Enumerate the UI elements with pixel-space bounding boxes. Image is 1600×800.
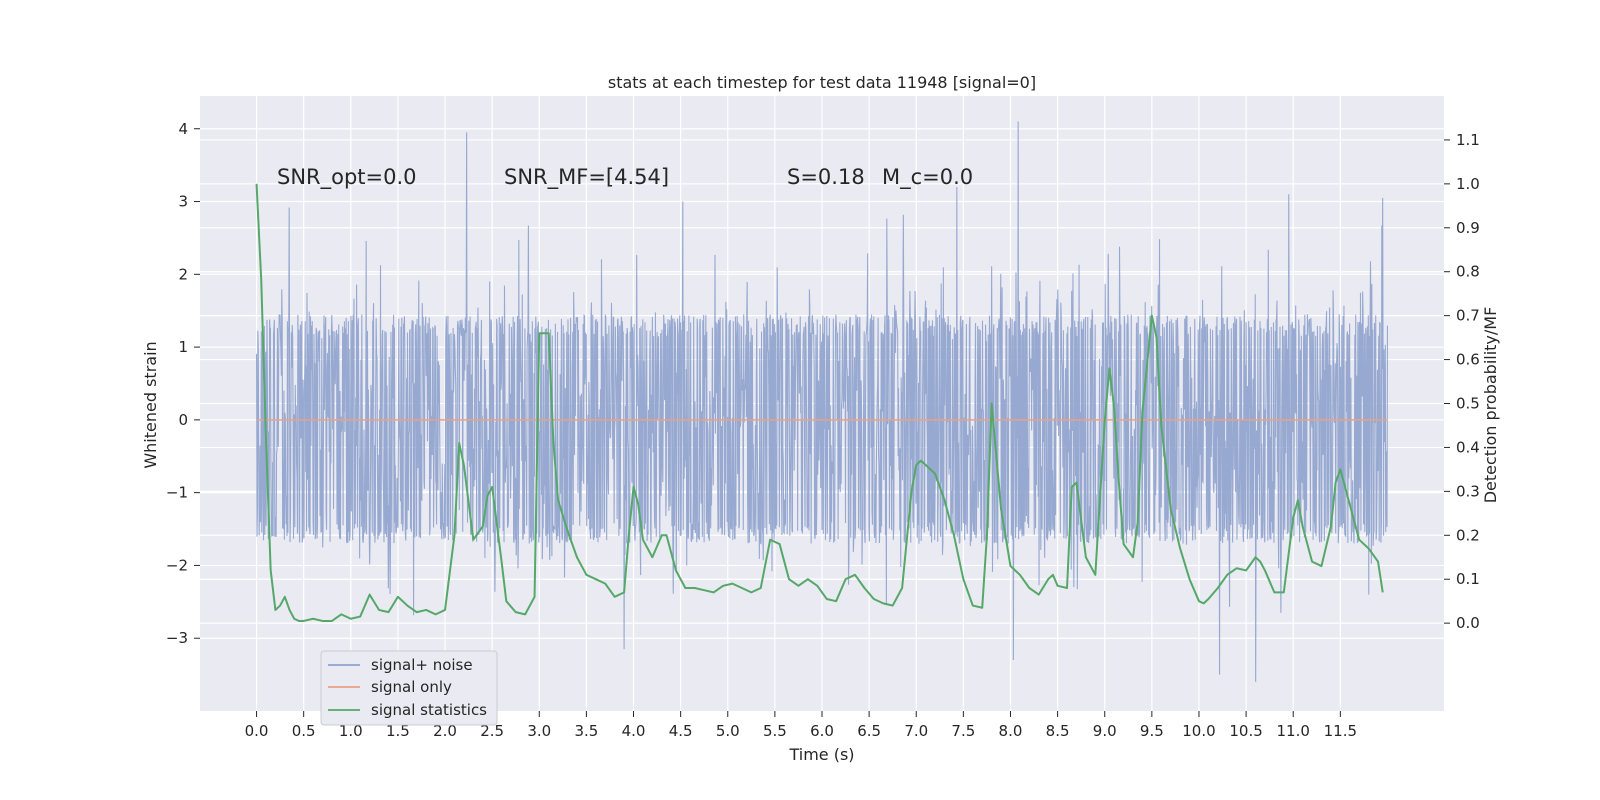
x-tick-label: 4.5 xyxy=(669,722,693,740)
right-tick-label: 0.9 xyxy=(1456,219,1480,237)
legend-label-signal-noise: signal+ noise xyxy=(371,656,473,674)
x-axis-label: Time (s) xyxy=(788,745,854,764)
right-tick-label: 0.1 xyxy=(1456,570,1480,588)
x-tick-label: 6.5 xyxy=(857,722,881,740)
series-signal-statistics xyxy=(255,183,1384,622)
right-tick-label: 0.2 xyxy=(1456,526,1480,544)
left-tick-label: 4 xyxy=(178,120,188,138)
right-tick-label: 0.8 xyxy=(1456,263,1480,281)
x-tick-label: 2.5 xyxy=(480,722,504,740)
left-tick-label: 2 xyxy=(178,265,188,283)
noise-trace xyxy=(256,121,1388,682)
x-axis-ticks: 0.0 0.5 1.0 1.5 2.0 2.5 3.0 3.5 4.0 4.5 5.0 5.5 6.0 6… xyxy=(245,711,1357,740)
x-tick-label: 1.5 xyxy=(386,722,410,740)
annotation-mc: M_c=0.0 xyxy=(882,165,973,190)
x-tick-label: 8.5 xyxy=(1046,722,1070,740)
right-tick-label: 0.7 xyxy=(1456,307,1480,325)
legend: signal+ noise signal only signal statist… xyxy=(320,650,498,726)
x-tick-label: 3.5 xyxy=(574,722,598,740)
x-tick-label: 1.0 xyxy=(339,722,363,740)
series-signal-noise xyxy=(256,121,1388,682)
annotation-snr-opt: SNR_opt=0.0 xyxy=(277,165,417,190)
annotation-s: S=0.18 xyxy=(787,165,865,189)
x-tick-label: 9.0 xyxy=(1093,722,1117,740)
legend-box xyxy=(320,650,498,726)
legend-label-signal-only: signal only xyxy=(371,678,452,696)
x-tick-label: 5.0 xyxy=(716,722,740,740)
chart-title: stats at each timestep for test data 119… xyxy=(608,73,1036,92)
left-axis-label: Whitened strain xyxy=(141,341,160,468)
x-tick-label: 9.5 xyxy=(1140,722,1164,740)
right-tick-label: 1.1 xyxy=(1456,131,1480,149)
right-axis-ticks: 1.1 1.0 0.9 0.8 0.7 0.6 0.5 0.4 0.3 0.2 0.1 0.0 xyxy=(1444,131,1480,632)
x-tick-label: 4.0 xyxy=(622,722,646,740)
x-tick-label: 10.5 xyxy=(1229,722,1262,740)
x-tick-label: 7.0 xyxy=(904,722,928,740)
right-tick-label: 0.4 xyxy=(1456,438,1480,456)
x-tick-label: 11.0 xyxy=(1277,722,1310,740)
x-tick-label: 10.0 xyxy=(1182,722,1215,740)
right-tick-label: 0.3 xyxy=(1456,482,1480,500)
right-tick-label: 0.5 xyxy=(1456,395,1480,413)
x-tick-label: 3.0 xyxy=(527,722,551,740)
left-tick-label: 0 xyxy=(178,411,188,429)
x-tick-label: 7.5 xyxy=(951,722,975,740)
legend-label-signal-statistics: signal statistics xyxy=(371,701,487,719)
right-tick-label: 0.0 xyxy=(1456,614,1480,632)
left-tick-label: −1 xyxy=(166,484,188,502)
x-tick-label: 11.5 xyxy=(1324,722,1357,740)
right-axis-label: Detection probability/MF xyxy=(1481,307,1500,504)
left-axis-ticks: 4 3 2 1 0 −1 −2 −3 xyxy=(166,120,200,647)
left-tick-label: 3 xyxy=(178,193,188,211)
right-tick-label: 1.0 xyxy=(1456,175,1480,193)
signal-statistics-line xyxy=(255,183,1384,622)
right-tick-label: 0.6 xyxy=(1456,351,1480,369)
annotation-snr-mf: SNR_MF=[4.54] xyxy=(504,165,669,190)
x-tick-label: 6.0 xyxy=(810,722,834,740)
left-tick-label: 1 xyxy=(178,338,188,356)
x-tick-label: 5.5 xyxy=(763,722,787,740)
left-tick-label: −3 xyxy=(166,629,188,647)
x-tick-label: 8.0 xyxy=(999,722,1023,740)
x-tick-label: 0.0 xyxy=(245,722,269,740)
x-tick-label: 2.0 xyxy=(433,722,457,740)
x-tick-label: 0.5 xyxy=(292,722,316,740)
left-tick-label: −2 xyxy=(166,556,188,574)
